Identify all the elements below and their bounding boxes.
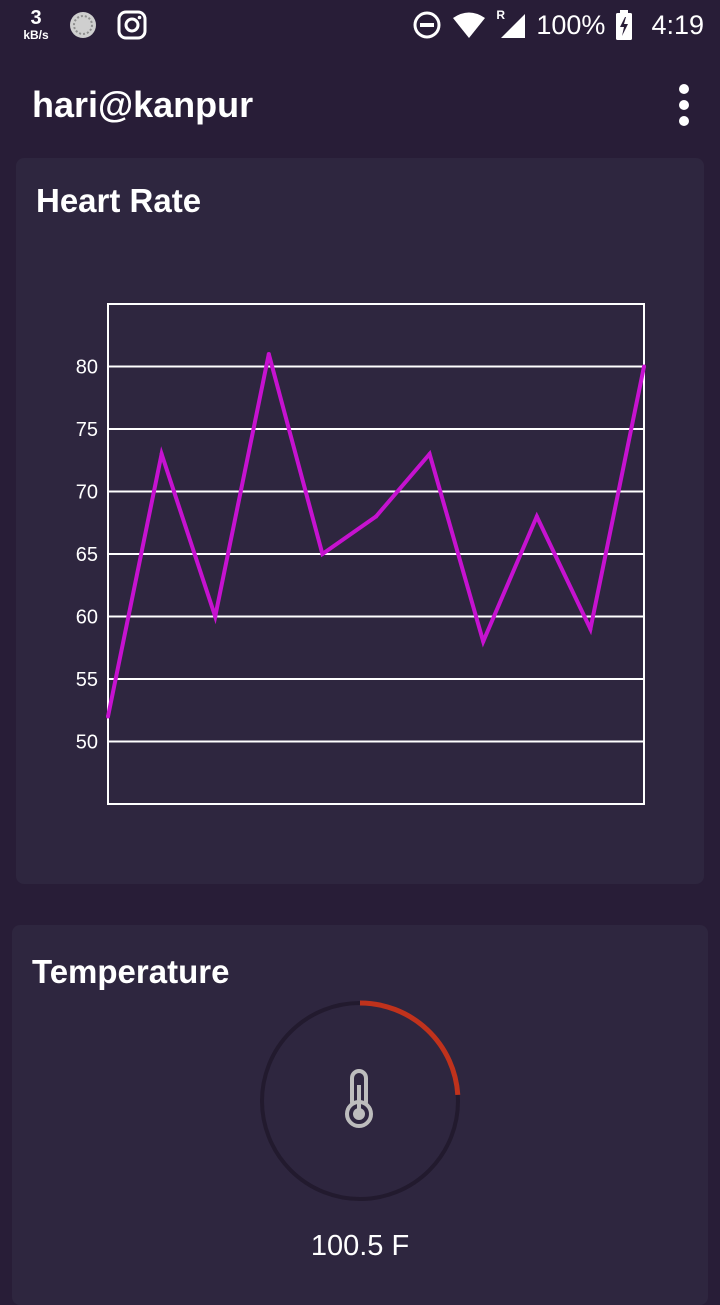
signal-indicator: R [496, 8, 526, 40]
data-point [213, 614, 218, 619]
data-point [642, 364, 646, 369]
data-point [106, 714, 110, 719]
data-point [266, 352, 271, 356]
temperature-gauge [260, 1000, 461, 1201]
plot-frame [107, 303, 645, 805]
clock: 4:19 [651, 9, 704, 40]
roaming-label: R [496, 8, 506, 22]
heart-rate-chart: 50 55 60 65 70 75 80 [76, 303, 646, 805]
temperature-card: Temperature 100.5 F [12, 925, 708, 1305]
data-point [534, 514, 539, 519]
y-tick-label: 55 [76, 669, 98, 691]
data-point [320, 552, 325, 556]
temperature-value: 100.5 F [310, 1230, 410, 1262]
network-speed-unit: kB/s [23, 28, 49, 42]
signal-icon [501, 14, 526, 38]
data-point [481, 639, 486, 644]
heart-rate-title: Heart Rate [36, 182, 202, 219]
y-tick-label: 60 [76, 607, 98, 629]
wifi-icon [453, 12, 486, 38]
heart-rate-card: Heart Rate 50 55 60 65 70 75 80 [16, 158, 704, 884]
y-tick-label: 65 [76, 544, 98, 566]
network-speed: 3 kB/s [18, 8, 54, 41]
data-saver-icon [413, 11, 441, 39]
y-tick-label: 80 [76, 357, 98, 379]
y-tick-label: 50 [76, 732, 98, 754]
thermometer-icon [345, 1069, 373, 1128]
y-tick-label: 75 [76, 419, 98, 441]
y-tick-label: 70 [76, 482, 98, 504]
data-point [374, 514, 378, 519]
gauge-progress-arc [359, 1000, 461, 1096]
status-bar: 3 kB/s R 100% 4:19 [0, 0, 720, 50]
network-speed-value: 3 [30, 7, 42, 29]
battery-percent: 100% [536, 9, 606, 40]
app-title: hari@kanpur [32, 84, 254, 125]
data-point [588, 627, 593, 631]
temperature-title: Temperature [32, 953, 230, 990]
heart-rate-series-line [106, 353, 646, 717]
more-vert-icon[interactable] [672, 82, 696, 128]
data-point [159, 452, 164, 456]
loading-icon [70, 12, 96, 38]
instagram-icon [117, 10, 147, 40]
battery-charging-icon [616, 10, 633, 40]
data-point [427, 452, 432, 456]
